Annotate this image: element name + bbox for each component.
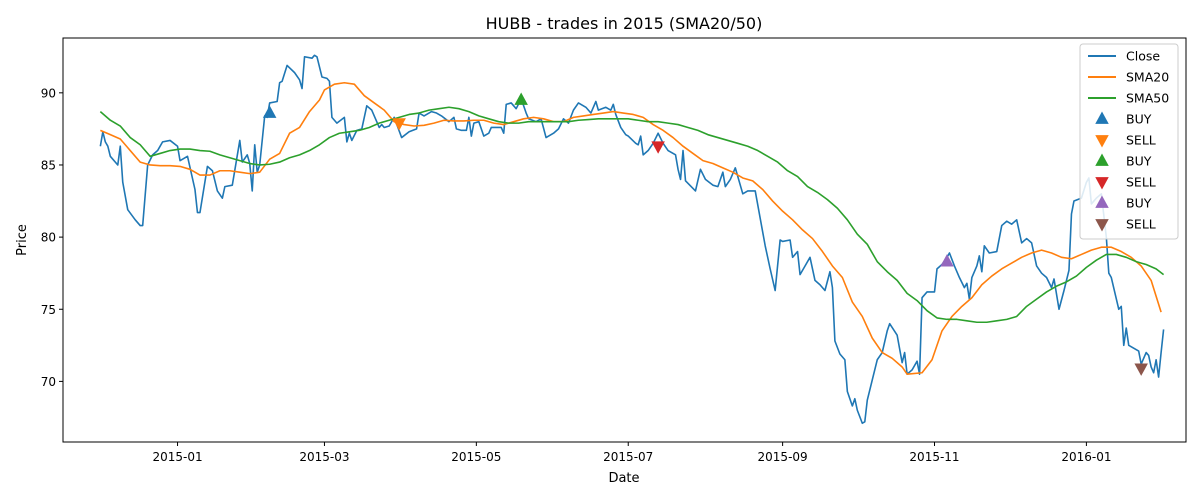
- x-axis: 2015-01 2015-03 2015-05 2015-07 2015-09 2015-…: [152, 442, 1111, 464]
- x-tick-label: 2015-09: [758, 450, 808, 464]
- series-layer: [99, 54, 1165, 425]
- series-line-sma50: [99, 106, 1165, 324]
- legend-label: Close: [1126, 49, 1160, 64]
- legend-box: [1079, 43, 1179, 240]
- x-axis-label: Date: [608, 471, 639, 486]
- legend-swatch-buy: [1095, 195, 1109, 208]
- legend-label: SMA50: [1126, 91, 1169, 106]
- x-tick-label: 2015-01: [152, 450, 202, 464]
- buy-marker: [940, 254, 954, 267]
- legend-swatch-sell: [1095, 177, 1109, 190]
- y-axis: 70 75 80 85 90: [41, 86, 63, 389]
- sell-marker: [392, 118, 406, 131]
- y-tick-label: 75: [41, 303, 56, 317]
- legend-label: SELL: [1126, 175, 1156, 190]
- legend-swatch-buy: [1095, 111, 1109, 124]
- x-tick-label: 2015-07: [603, 450, 653, 464]
- legend-label: BUY: [1126, 112, 1152, 127]
- legend-label: SELL: [1126, 217, 1156, 232]
- buy-marker: [262, 105, 277, 118]
- trade-markers: [262, 92, 1148, 376]
- legend-swatch-sell: [1095, 219, 1109, 232]
- sell-marker: [651, 141, 665, 154]
- legend-label: SMA20: [1126, 70, 1169, 85]
- plot-frame: [62, 37, 1187, 443]
- y-tick-label: 85: [41, 158, 56, 172]
- series-line-close: [99, 54, 1165, 425]
- y-tick-label: 90: [41, 86, 56, 100]
- y-axis-label: Price: [15, 224, 30, 256]
- legend-label: SELL: [1126, 133, 1156, 148]
- x-tick-label: 2015-05: [451, 450, 501, 464]
- chart-title: HUBB - trades in 2015 (SMA20/50): [486, 14, 763, 33]
- series-line-sma20: [100, 81, 1162, 375]
- legend-label: BUY: [1126, 154, 1152, 169]
- y-tick-label: 70: [41, 375, 56, 389]
- legend-swatch-sell: [1095, 135, 1109, 148]
- buy-marker: [514, 92, 528, 105]
- y-tick-label: 80: [41, 231, 56, 245]
- x-tick-label: 2015-03: [299, 450, 349, 464]
- legend-label: BUY: [1126, 196, 1152, 211]
- x-tick-label: 2016-01: [1061, 450, 1111, 464]
- legend-swatch-buy: [1095, 153, 1109, 166]
- sell-marker: [1134, 363, 1148, 376]
- x-tick-label: 2015-11: [909, 450, 959, 464]
- legend: Close SMA20 SMA50 BUY SELL BUY SELL BUY SELL: [1079, 43, 1179, 240]
